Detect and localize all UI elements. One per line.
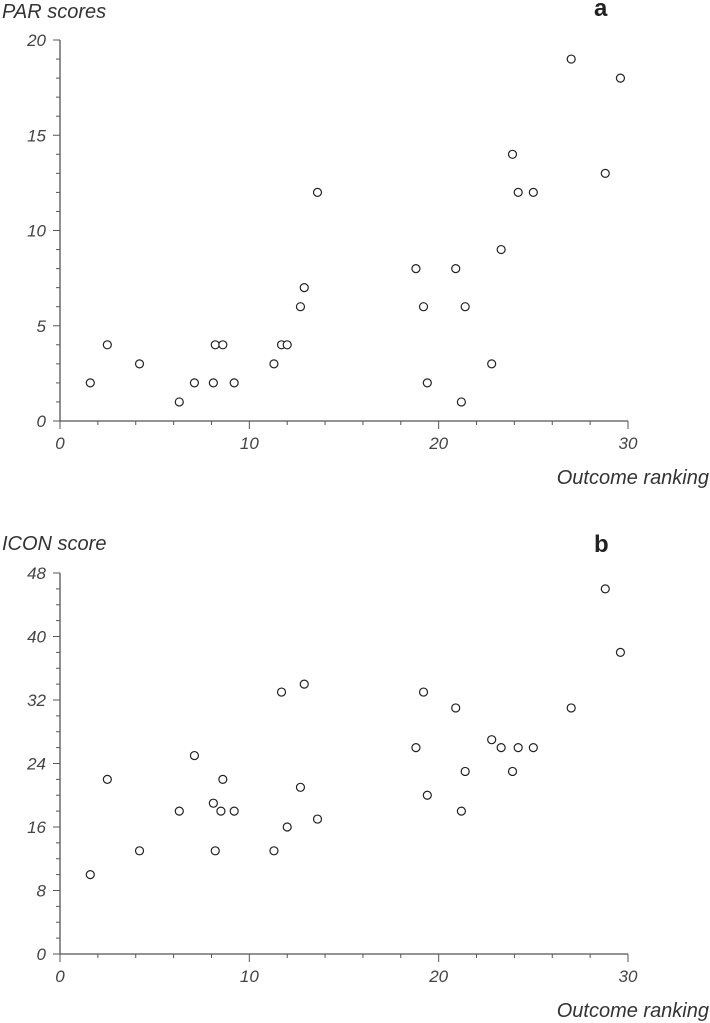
x-tick-label: 0 bbox=[55, 434, 65, 453]
data-point bbox=[615, 647, 626, 657]
data-point bbox=[218, 774, 228, 784]
y-tick-label: 32 bbox=[27, 691, 46, 710]
x-tick-label: 30 bbox=[619, 967, 638, 986]
data-point bbox=[513, 743, 523, 753]
data-point bbox=[566, 703, 576, 713]
data-point bbox=[276, 687, 287, 697]
data-points bbox=[85, 54, 626, 407]
data-point bbox=[456, 806, 466, 816]
y-tick-label: 10 bbox=[27, 222, 46, 241]
data-point bbox=[422, 378, 432, 388]
data-point bbox=[496, 743, 506, 753]
data-point bbox=[229, 806, 239, 816]
data-point bbox=[528, 743, 538, 753]
data-point bbox=[513, 187, 523, 197]
data-point bbox=[208, 798, 218, 808]
data-point bbox=[208, 378, 218, 388]
x-tick-label: 10 bbox=[240, 967, 259, 986]
data-point bbox=[496, 244, 506, 255]
data-point bbox=[600, 168, 610, 178]
data-point bbox=[299, 283, 309, 293]
y-tick-label: 48 bbox=[27, 564, 46, 583]
data-point bbox=[229, 378, 239, 388]
panel-label: b bbox=[594, 531, 609, 558]
data-point bbox=[218, 340, 228, 350]
data-point bbox=[566, 54, 576, 64]
data-point bbox=[418, 687, 429, 697]
data-point bbox=[615, 73, 626, 83]
data-point bbox=[460, 302, 470, 312]
data-point bbox=[460, 766, 470, 777]
data-point bbox=[174, 806, 184, 816]
data-point bbox=[487, 359, 497, 369]
data-point bbox=[269, 846, 279, 856]
data-point bbox=[507, 149, 518, 159]
data-point bbox=[134, 846, 145, 856]
data-point bbox=[269, 359, 279, 369]
data-point bbox=[507, 766, 518, 777]
data-point bbox=[411, 743, 421, 753]
data-point bbox=[282, 340, 292, 350]
data-point bbox=[102, 774, 112, 784]
data-point bbox=[85, 870, 95, 880]
x-tick-label: 20 bbox=[428, 434, 448, 453]
data-point bbox=[418, 302, 429, 312]
y-tick-label: 20 bbox=[26, 31, 46, 50]
data-point bbox=[189, 378, 200, 388]
data-point bbox=[210, 340, 220, 350]
data-point bbox=[312, 187, 323, 197]
data-point bbox=[312, 814, 323, 824]
axes: 0 8 16 24 32 40 48 0 10 20 30 bbox=[26, 564, 638, 986]
data-point bbox=[102, 340, 112, 350]
x-axis-title: Outcome ranking bbox=[557, 1000, 709, 1022]
x-tick-label: 10 bbox=[240, 434, 259, 453]
x-tick-label: 20 bbox=[428, 967, 448, 986]
y-tick-label: 8 bbox=[37, 882, 47, 901]
data-point bbox=[528, 187, 538, 197]
x-tick-label: 30 bbox=[619, 434, 638, 453]
data-point bbox=[295, 782, 306, 792]
data-point bbox=[189, 750, 200, 761]
data-point bbox=[174, 397, 184, 407]
axes: 0 5 10 15 20 0 10 20 30 bbox=[26, 31, 638, 453]
data-point bbox=[600, 584, 610, 594]
data-point bbox=[85, 378, 95, 388]
y-tick-label: 0 bbox=[37, 412, 47, 431]
y-tick-label: 15 bbox=[27, 126, 46, 145]
data-point bbox=[451, 703, 461, 713]
x-tick-label: 0 bbox=[55, 967, 65, 986]
y-tick-label: 5 bbox=[37, 317, 47, 336]
chart-panel-b: ICON score b Outcome ranking 0 8 16 24 32 40 4… bbox=[2, 531, 709, 1022]
data-point bbox=[451, 264, 461, 274]
data-point bbox=[411, 264, 421, 274]
y-axis-title: PAR scores bbox=[2, 1, 106, 23]
chart-panel-a: PAR scores a Outcome ranking 0 5 10 15 20 0 10… bbox=[2, 0, 709, 489]
y-tick-label: 40 bbox=[27, 628, 46, 647]
data-point bbox=[210, 846, 220, 856]
data-points bbox=[85, 584, 626, 880]
data-point bbox=[487, 735, 497, 745]
data-point bbox=[299, 679, 309, 689]
data-point bbox=[282, 822, 292, 832]
y-axis-title: ICON score bbox=[2, 533, 106, 555]
y-tick-label: 16 bbox=[27, 818, 46, 837]
data-point bbox=[216, 806, 226, 816]
panel-label: a bbox=[594, 0, 608, 22]
x-axis-title: Outcome ranking bbox=[557, 467, 709, 489]
data-point bbox=[295, 302, 306, 312]
data-point bbox=[134, 359, 145, 369]
data-point bbox=[456, 397, 466, 407]
y-tick-label: 0 bbox=[37, 945, 47, 964]
data-point bbox=[422, 790, 432, 800]
y-tick-label: 24 bbox=[26, 755, 46, 774]
